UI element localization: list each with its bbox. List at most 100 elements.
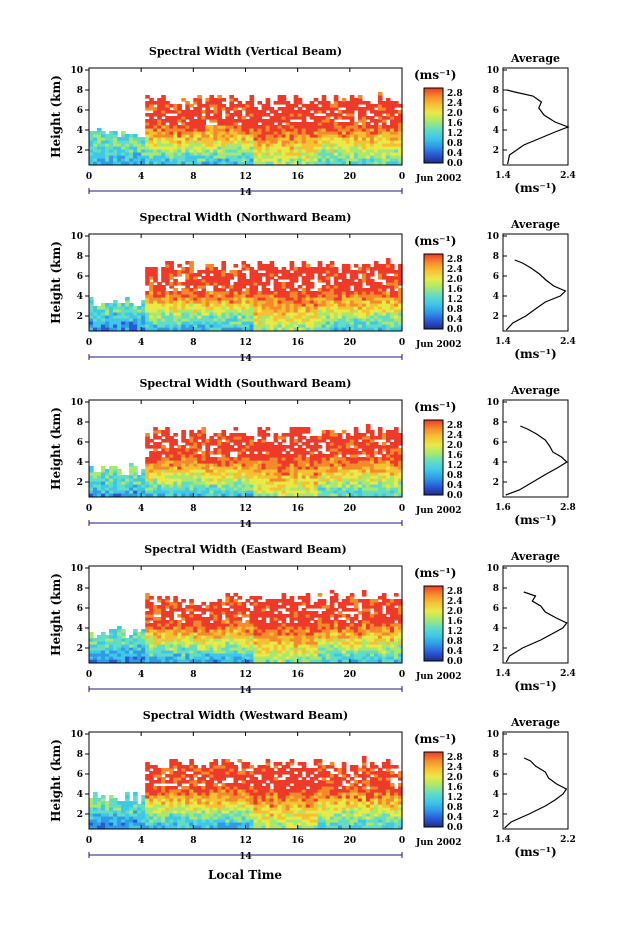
heatmap-cell [265, 264, 271, 268]
heatmap-cell [129, 312, 134, 316]
heatmap-cell [394, 137, 399, 141]
heatmap-cell [205, 125, 210, 129]
heatmap-cell [125, 152, 130, 156]
heatmap-cell [125, 297, 130, 301]
heatmap-cell [189, 306, 194, 310]
heatmap-cell [377, 137, 383, 141]
heatmap-cell [217, 457, 222, 461]
heatmap-cell [333, 143, 339, 147]
heatmap-cell [109, 155, 114, 159]
heatmap-cell [157, 122, 162, 126]
heatmap-cell [177, 294, 182, 298]
heatmap-cell [289, 306, 295, 310]
heatmap-cell [313, 436, 319, 440]
heatmap-cell [309, 149, 315, 153]
heatmap-cell [297, 116, 303, 120]
heatmap-cell [121, 315, 126, 319]
heatmap-cell [257, 128, 263, 132]
heatmap-cell [253, 119, 259, 123]
heatmap-cell [245, 303, 251, 307]
heatmap-cell [157, 324, 162, 328]
average-title: Average [510, 218, 560, 231]
heatmap-cell [229, 288, 234, 292]
heatmap-cell [297, 158, 303, 162]
heatmap-cell [293, 318, 299, 322]
y-tick-label: 4 [77, 126, 83, 136]
heatmap-cell [137, 309, 142, 313]
heatmap-cell [309, 131, 315, 135]
heatmap-cell [165, 306, 170, 310]
heatmap-cell [217, 107, 222, 111]
heatmap-cell [209, 155, 214, 159]
heatmap-cell [317, 312, 323, 316]
heatmap-cell [373, 137, 379, 141]
heatmap-cell [369, 279, 375, 283]
heatmap-cell [217, 119, 222, 123]
heatmap-cell [353, 98, 359, 102]
heatmap-cell [277, 321, 283, 325]
heatmap-cell [205, 605, 210, 609]
heatmap-cell [161, 270, 166, 274]
heatmap-cell [349, 107, 355, 111]
heatmap-cell [145, 327, 150, 331]
heatmap-cell [257, 279, 263, 283]
heatmap-cell [257, 137, 263, 141]
heatmap-cell [185, 614, 190, 618]
heatmap-cell [237, 134, 243, 138]
heatmap-cell [321, 267, 327, 271]
heatmap-cell [161, 315, 166, 319]
heatmap-cell [229, 303, 234, 307]
heatmap-cell [313, 327, 319, 331]
heatmap-cell [109, 306, 114, 310]
heatmap-cell [233, 122, 239, 126]
heatmap-cell [261, 143, 267, 147]
heatmap-cell [209, 267, 214, 271]
heatmap-cell [269, 155, 275, 159]
heatmap-cell [213, 282, 218, 286]
heatmap-cell [141, 309, 146, 313]
heatmap-cell [390, 158, 395, 162]
heatmap-cell [377, 131, 383, 135]
heatmap-cell [213, 119, 218, 123]
heatmap-cell [193, 149, 198, 153]
heatmap-cell [197, 104, 202, 108]
heatmap-cell [261, 134, 267, 138]
heatmap-cell [241, 152, 247, 156]
heatmap-cell [201, 128, 206, 132]
heatmap-cell [261, 306, 267, 310]
heatmap-cell [165, 312, 170, 316]
day-label: 14 [239, 354, 252, 364]
heatmap-cell [293, 300, 299, 304]
heatmap-cell [381, 128, 387, 132]
heatmap-cell [293, 125, 299, 129]
heatmap-cell [185, 134, 190, 138]
heatmap-cell [273, 273, 279, 277]
heatmap-cell [129, 309, 134, 313]
heatmap-cell [357, 442, 363, 446]
heatmap-cell [277, 297, 283, 301]
heatmap-cell [273, 110, 279, 114]
heatmap-cell [381, 125, 387, 129]
heatmap-cell [385, 430, 391, 434]
heatmap-cell [189, 297, 194, 301]
heatmap-cell [169, 312, 174, 316]
heatmap-cell [201, 279, 206, 283]
heatmap-cell [253, 312, 259, 316]
heatmap-cell [297, 140, 303, 144]
heatmap-cell [361, 140, 367, 144]
heatmap-cell [193, 309, 198, 313]
heatmap-cell [181, 270, 186, 274]
heatmap-cell [281, 318, 287, 322]
heatmap-cell [197, 303, 202, 307]
heatmap-cell [229, 137, 234, 141]
heatmap-cell [225, 122, 230, 126]
heatmap-cell [145, 101, 150, 105]
heatmap-cell [265, 131, 271, 135]
heatmap-cell [241, 318, 247, 322]
heatmap-cell [113, 134, 118, 138]
heatmap-cell [361, 457, 367, 461]
heatmap-cell [249, 146, 255, 150]
heatmap-cell [213, 267, 218, 271]
heatmap-cell [201, 119, 206, 123]
heatmap-cell [217, 321, 222, 325]
